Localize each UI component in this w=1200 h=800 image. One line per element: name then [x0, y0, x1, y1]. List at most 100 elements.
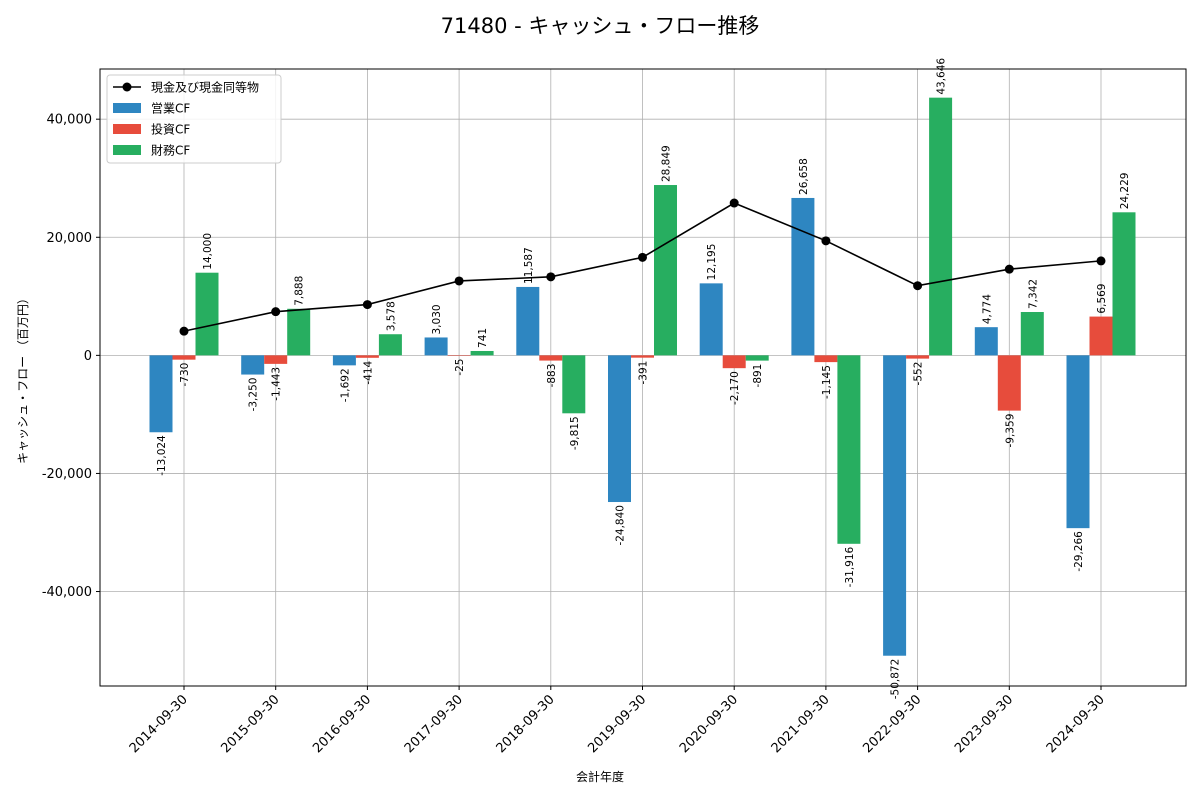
- x-tick-label: 2018-09-30: [494, 692, 558, 756]
- x-tick-label: 2017-09-30: [402, 692, 466, 756]
- data-label: -24,840: [615, 505, 627, 546]
- bar-投資CF: [1089, 316, 1113, 356]
- data-label: -1,443: [271, 367, 283, 401]
- data-label: -31,916: [844, 546, 856, 587]
- bar-財務CF: [929, 97, 953, 356]
- x-tick-label: 2019-09-30: [585, 692, 649, 756]
- cash-line-point: [1096, 256, 1106, 266]
- data-label: 12,195: [706, 244, 718, 281]
- y-tick-label: 40,000: [47, 113, 93, 128]
- cash-line-point: [454, 276, 464, 286]
- bar-財務CF: [378, 334, 402, 356]
- bar-営業CF: [791, 197, 815, 356]
- cash-line-point: [271, 307, 281, 317]
- legend-label: 財務CF: [151, 143, 190, 158]
- legend-swatch-財務CF: [113, 145, 141, 155]
- bar-財務CF: [745, 355, 769, 361]
- bar-投資CF: [722, 355, 746, 369]
- data-label: -883: [546, 364, 558, 388]
- y-tick-label: 0: [84, 349, 92, 364]
- bar-営業CF: [699, 283, 723, 356]
- data-label: 7,342: [1027, 279, 1039, 309]
- data-label: 741: [477, 328, 489, 348]
- x-tick-label: 2020-09-30: [677, 692, 741, 756]
- data-label: 11,587: [523, 247, 535, 284]
- cash-line: [179, 198, 1106, 336]
- data-label: 14,000: [202, 233, 214, 270]
- chart-title: 71480 - キャッシュ・フロー推移: [441, 14, 760, 38]
- bar-投資CF: [814, 355, 838, 363]
- legend-swatch-営業CF: [113, 103, 141, 113]
- x-tick-label: 2021-09-30: [769, 692, 833, 756]
- data-label: 7,888: [294, 276, 306, 306]
- x-tick-label: 2024-09-30: [1044, 692, 1108, 756]
- cash-line-point: [1004, 264, 1014, 274]
- bar-投資CF: [631, 355, 654, 358]
- bar-営業CF: [149, 355, 173, 433]
- bar-営業CF: [1066, 355, 1090, 529]
- data-label: -50,872: [890, 659, 902, 700]
- bar-投資CF: [997, 355, 1021, 411]
- data-label: -9,359: [1004, 414, 1016, 448]
- bar-財務CF: [1020, 312, 1044, 356]
- bar-営業CF: [332, 355, 356, 366]
- bar-財務CF: [287, 308, 311, 356]
- bar-投資CF: [172, 355, 196, 360]
- data-label: 3,030: [431, 304, 443, 334]
- bar-営業CF: [516, 286, 540, 356]
- data-label: 6,569: [1096, 284, 1108, 314]
- data-label: -3,250: [248, 378, 260, 412]
- bar-営業CF: [241, 355, 265, 375]
- x-tick-label: 2015-09-30: [218, 692, 282, 756]
- bars: [149, 97, 1136, 656]
- bar-財務CF: [195, 272, 219, 356]
- legend-box: [106, 74, 282, 164]
- bar-投資CF: [355, 355, 379, 358]
- data-label: 26,658: [798, 158, 810, 195]
- data-label: 43,646: [936, 58, 948, 95]
- bar-投資CF: [264, 355, 288, 364]
- bar-投資CF: [539, 355, 563, 361]
- data-label: 24,229: [1119, 173, 1131, 210]
- data-label: -552: [913, 362, 925, 386]
- legend-label: 現金及び現金同等物: [151, 80, 259, 95]
- data-label: -2,170: [729, 371, 741, 405]
- cash-line-point: [362, 300, 372, 310]
- data-label: -414: [362, 360, 374, 384]
- x-axis-label: 会計年度: [576, 769, 624, 784]
- legend-label: 投資CF: [151, 122, 190, 137]
- data-label: -891: [752, 364, 764, 388]
- bar-投資CF: [447, 355, 471, 356]
- data-label: -25: [454, 359, 466, 376]
- bar-財務CF: [562, 355, 586, 414]
- y-tick-label: -40,000: [42, 585, 92, 600]
- data-label: -13,024: [156, 435, 168, 476]
- data-label: 4,774: [981, 294, 993, 324]
- x-tick-label: 2016-09-30: [310, 692, 374, 756]
- legend-swatch-投資CF: [113, 124, 141, 134]
- legend-marker-swatch: [122, 82, 132, 92]
- x-tick-label: 2014-09-30: [127, 692, 191, 756]
- x-tick-label: 2023-09-30: [952, 692, 1016, 756]
- cash-line-point: [913, 281, 923, 291]
- data-label: 28,849: [661, 145, 673, 182]
- cash-line-point: [729, 198, 739, 208]
- data-label: 3,578: [385, 301, 397, 331]
- y-tick-label: 20,000: [47, 231, 93, 246]
- data-labels: -13,024 -3,250 -1,692 3,030 11,587 -24,840 12,…: [156, 58, 1131, 700]
- data-label: -29,266: [1073, 531, 1085, 572]
- data-label: -391: [638, 361, 650, 385]
- y-tick-label: -20,000: [42, 467, 92, 482]
- bar-財務CF: [470, 350, 494, 356]
- bar-財務CF: [837, 355, 861, 544]
- bar-営業CF: [608, 355, 631, 503]
- bar-投資CF: [906, 355, 930, 359]
- cash-line-point: [179, 326, 189, 336]
- bar-財務CF: [1112, 212, 1136, 356]
- x-tick-label: 2022-09-30: [860, 692, 924, 756]
- data-label: -1,145: [821, 365, 833, 399]
- bar-営業CF: [974, 327, 998, 356]
- data-label: -730: [179, 363, 191, 387]
